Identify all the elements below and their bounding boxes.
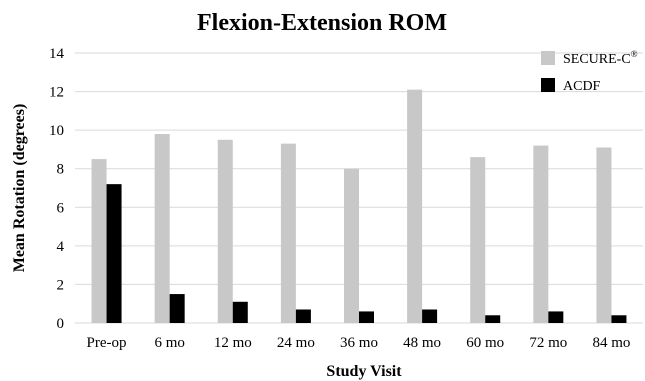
bar-secure-c (154, 134, 170, 323)
bar-secure-c (407, 89, 423, 324)
bar-secure-c (470, 157, 486, 323)
bar-secure-c (280, 143, 296, 323)
bar-acdf (232, 301, 248, 323)
x-tick-label: 36 mo (340, 335, 378, 351)
x-tick-label: 60 mo (466, 335, 504, 351)
bar-secure-c (533, 145, 549, 323)
bar-acdf (422, 309, 438, 323)
bar-secure-c (344, 168, 359, 323)
legend-label: ACDF (563, 79, 601, 94)
x-tick-label: 48 mo (403, 335, 441, 351)
bar-secure-c (91, 159, 107, 323)
bar-acdf (169, 294, 185, 323)
y-tick-label: 2 (57, 277, 65, 293)
x-tick-label: 72 mo (529, 335, 567, 351)
chart-title: Flexion-Extension ROM (197, 10, 447, 36)
y-tick-label: 0 (57, 316, 65, 332)
y-tick-label: 8 (57, 162, 65, 178)
y-tick-label: 10 (49, 123, 64, 139)
bars (91, 89, 627, 324)
bar-acdf (548, 311, 564, 323)
x-axis-title: Study Visit (326, 363, 402, 380)
x-tick-label: 12 mo (214, 335, 252, 351)
legend-swatch (541, 51, 555, 65)
bar-acdf (611, 315, 627, 323)
x-tick-label: 6 mo (154, 335, 184, 351)
legend: SECURE-C® ACDF (541, 49, 638, 94)
y-tick-label: 6 (57, 200, 65, 216)
y-axis-title: Mean Rotation (degrees) (11, 104, 28, 273)
bar-acdf (485, 315, 501, 323)
x-tick-label: 24 mo (277, 335, 315, 351)
legend-swatch (541, 78, 555, 92)
x-axis-ticks: Pre-op 6 mo 12 mo 24 mo 36 mo 48 mo 60 mo 72 mo… (87, 335, 631, 351)
bar-acdf (295, 309, 311, 323)
bar-acdf (106, 184, 122, 323)
x-tick-label: Pre-op (87, 335, 127, 351)
y-tick-label: 4 (57, 239, 65, 255)
bar-acdf (359, 311, 374, 323)
x-tick-label: 84 mo (592, 335, 630, 351)
y-axis-ticks: 0 2 4 6 8 10 12 14 (49, 46, 65, 332)
y-tick-label: 12 (49, 85, 64, 101)
bar-secure-c (596, 147, 612, 323)
bar-secure-c (217, 139, 233, 323)
legend-label: SECURE-C® (563, 49, 638, 67)
y-tick-label: 14 (49, 46, 65, 62)
